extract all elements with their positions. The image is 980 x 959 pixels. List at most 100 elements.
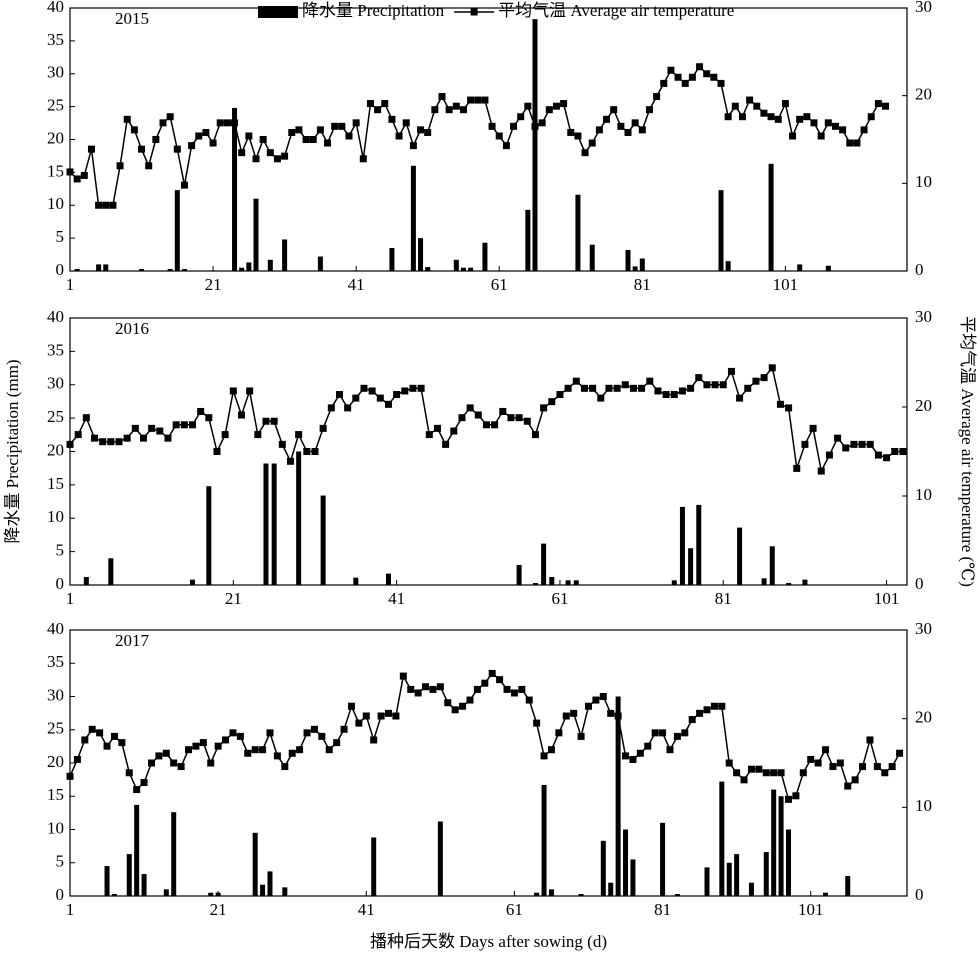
temperature-marker bbox=[388, 115, 396, 123]
temperature-marker bbox=[746, 96, 754, 104]
temperature-marker bbox=[422, 683, 430, 691]
temperature-marker bbox=[139, 434, 147, 442]
temperature-marker bbox=[366, 100, 374, 108]
temperature-marker bbox=[229, 729, 237, 737]
temperature-marker bbox=[409, 384, 417, 392]
y-tick-label: 40 bbox=[47, 619, 64, 638]
temperature-marker bbox=[296, 746, 304, 754]
temperature-marker bbox=[213, 448, 221, 455]
x-tick-label: 101 bbox=[798, 900, 824, 919]
precipitation-bar bbox=[139, 269, 145, 271]
y-tick-label: 0 bbox=[56, 260, 65, 279]
temperature-marker bbox=[581, 149, 589, 157]
y-tick-label: 20 bbox=[47, 128, 64, 147]
temperature-marker bbox=[753, 102, 761, 110]
temperature-marker bbox=[605, 384, 613, 392]
temperature-marker bbox=[540, 404, 548, 412]
temperature-marker bbox=[770, 769, 778, 777]
temperature-marker bbox=[99, 438, 107, 446]
precipitation-bar bbox=[74, 269, 80, 271]
temperature-marker bbox=[755, 765, 763, 773]
precipitation-bar bbox=[232, 107, 238, 271]
temperature-marker bbox=[774, 115, 782, 123]
temperature-marker bbox=[867, 113, 875, 121]
temperature-marker bbox=[482, 421, 490, 429]
temperature-marker bbox=[831, 122, 839, 130]
x-tick-label: 101 bbox=[773, 275, 799, 294]
x-tick-label: 61 bbox=[506, 900, 523, 919]
temperature-marker bbox=[172, 421, 180, 429]
temperature-marker bbox=[450, 427, 458, 435]
temperature-marker bbox=[572, 377, 580, 385]
temperature-marker bbox=[785, 404, 793, 412]
y-tick-label: 0 bbox=[56, 574, 65, 593]
precipitation-bar bbox=[786, 582, 792, 585]
temperature-marker bbox=[393, 391, 401, 399]
temperature-marker bbox=[538, 119, 546, 127]
temperature-marker bbox=[237, 411, 245, 419]
panel: 2015 0 5 10 15 20 25 30 35 40 0 10 20 30 1 21 41 61 81 101 降… bbox=[47, 0, 932, 294]
temperature-marker bbox=[355, 719, 363, 727]
temperature-marker bbox=[703, 706, 711, 714]
temperature-marker bbox=[352, 394, 360, 402]
temperature-marker bbox=[259, 136, 267, 143]
temperature-marker bbox=[589, 384, 597, 392]
temperature-marker bbox=[599, 693, 607, 700]
y-tick-label: 5 bbox=[56, 227, 65, 246]
temperature-marker bbox=[123, 434, 131, 442]
temperature-marker bbox=[216, 119, 224, 127]
precipitation-bar bbox=[769, 546, 775, 585]
temperature-marker bbox=[266, 729, 274, 737]
temperature-marker bbox=[570, 709, 578, 717]
temperature-marker bbox=[417, 126, 425, 134]
temperature-marker bbox=[395, 132, 403, 140]
temperature-marker bbox=[610, 106, 618, 114]
temperature-marker bbox=[109, 201, 117, 209]
precipitation-bar bbox=[239, 267, 245, 271]
temperature-marker bbox=[370, 736, 378, 744]
temperature-marker bbox=[681, 729, 689, 737]
precipitation-bar bbox=[267, 871, 273, 896]
precipitation-bar bbox=[532, 19, 538, 271]
temperature-marker bbox=[784, 795, 792, 803]
temperature-marker bbox=[834, 434, 842, 442]
temperature-marker bbox=[115, 438, 123, 446]
precipitation-bar bbox=[271, 463, 277, 585]
temperature-marker bbox=[131, 424, 139, 432]
temperature-marker bbox=[281, 152, 289, 160]
temperature-marker bbox=[180, 181, 188, 189]
precipitation-bar bbox=[353, 577, 359, 585]
y-tick-label: 25 bbox=[47, 719, 64, 738]
y2-tick-label: 0 bbox=[915, 574, 924, 593]
temperature-marker bbox=[402, 119, 410, 127]
temperature-marker bbox=[850, 440, 858, 448]
temperature-marker bbox=[781, 100, 789, 108]
y2-tick-label: 10 bbox=[915, 485, 932, 504]
legend-label: 平均气温 Average air temperature bbox=[498, 1, 734, 20]
temperature-marker bbox=[223, 119, 231, 127]
precipitation-bar bbox=[460, 267, 466, 271]
precipitation-bar bbox=[763, 852, 769, 896]
temperature-marker bbox=[466, 696, 474, 704]
temperature-marker bbox=[523, 417, 531, 425]
precipitation-bar bbox=[541, 543, 547, 585]
temperature-marker bbox=[438, 93, 446, 101]
temperature-marker bbox=[662, 391, 670, 399]
precipitation-bar bbox=[565, 580, 571, 585]
temperature-marker bbox=[517, 113, 525, 121]
temperature-marker bbox=[829, 763, 837, 771]
temperature-marker bbox=[442, 440, 450, 448]
temperature-marker bbox=[73, 755, 81, 763]
temperature-marker bbox=[645, 106, 653, 114]
y-tick-label: 30 bbox=[47, 63, 64, 82]
precipitation-bar bbox=[578, 894, 584, 896]
temperature-marker bbox=[577, 732, 585, 740]
temperature-marker bbox=[138, 145, 146, 153]
precipitation-bar bbox=[748, 882, 754, 896]
x-tick-label: 81 bbox=[715, 589, 732, 608]
temperature-marker bbox=[295, 126, 303, 134]
temperature-marker bbox=[825, 451, 833, 459]
temperature-marker bbox=[725, 759, 733, 767]
temperature-marker bbox=[385, 709, 393, 717]
precipitation-bar bbox=[437, 821, 443, 896]
